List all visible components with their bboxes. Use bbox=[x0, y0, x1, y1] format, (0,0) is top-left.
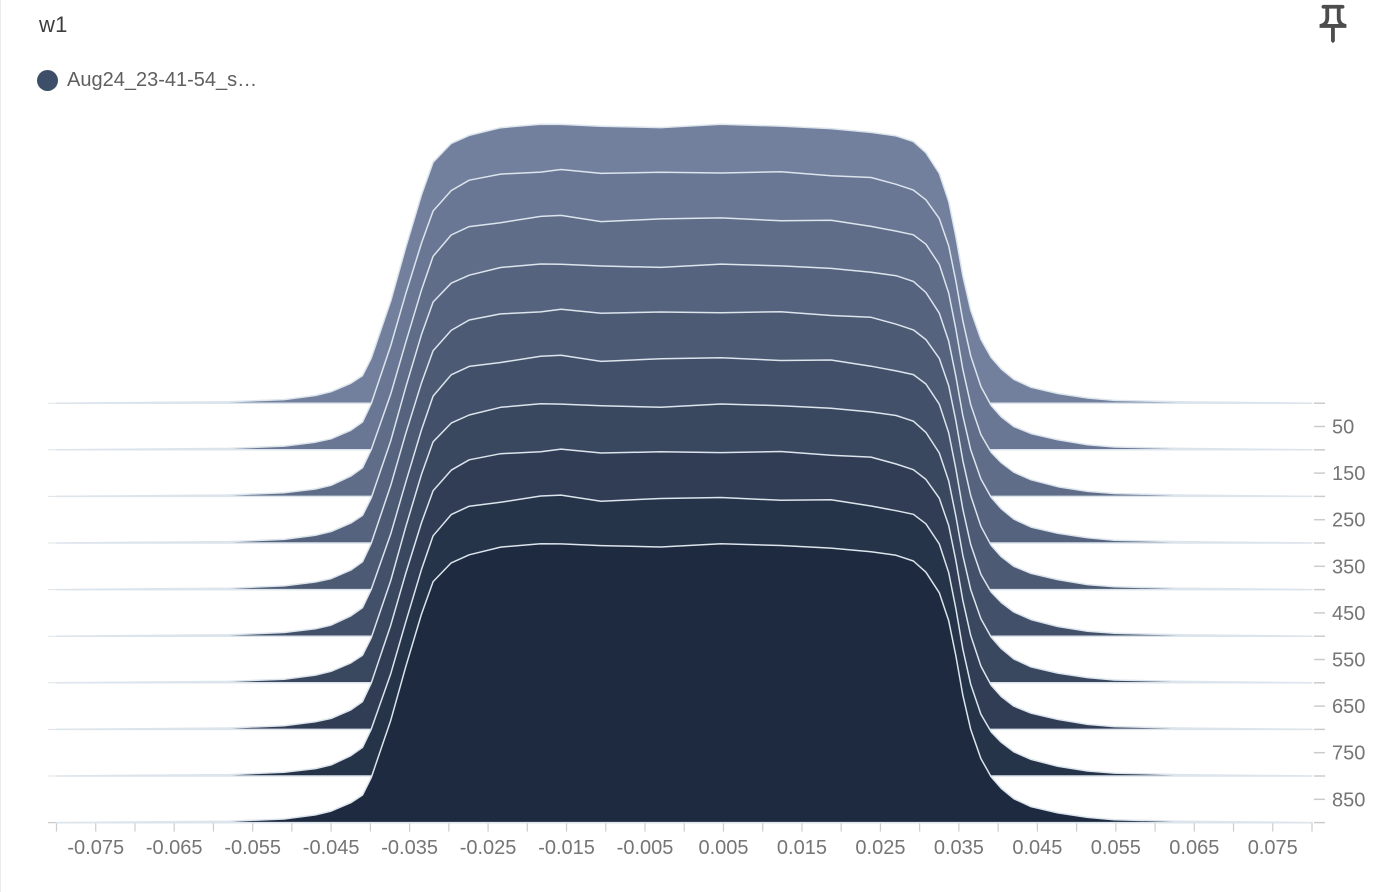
y-tick-label: 350 bbox=[1332, 556, 1365, 578]
legend-marker bbox=[37, 70, 58, 91]
y-tick-label: 550 bbox=[1332, 650, 1365, 672]
x-tick-label: 0.035 bbox=[934, 837, 984, 859]
legend-run-name: Aug24_23-41-54_s… bbox=[67, 69, 258, 91]
y-tick-label: 250 bbox=[1332, 510, 1365, 532]
x-tick-label: 0.075 bbox=[1248, 837, 1298, 859]
x-tick-label: 0.005 bbox=[698, 837, 748, 859]
x-tick-label: -0.005 bbox=[617, 837, 674, 859]
x-tick-label: -0.075 bbox=[67, 837, 124, 859]
x-tick-label: 0.055 bbox=[1091, 837, 1141, 859]
x-tick-label: -0.015 bbox=[538, 837, 595, 859]
x-tick-label: -0.055 bbox=[224, 837, 281, 859]
x-tick-label: -0.065 bbox=[146, 837, 203, 859]
histogram-layer[interactable] bbox=[55, 542, 1313, 824]
y-tick-label: 50 bbox=[1332, 417, 1354, 439]
x-tick-label: 0.015 bbox=[777, 837, 827, 859]
x-tick-label: -0.035 bbox=[381, 837, 438, 859]
legend: Aug24_23-41-54_s… bbox=[37, 69, 257, 92]
y-tick-label: 650 bbox=[1332, 696, 1365, 718]
pin-card-button[interactable] bbox=[1310, 0, 1356, 48]
y-tick-label: 450 bbox=[1332, 603, 1365, 625]
x-tick-label: -0.045 bbox=[303, 837, 360, 859]
x-tick-label: 0.045 bbox=[1012, 837, 1062, 859]
y-tick-label: 850 bbox=[1332, 789, 1365, 811]
push-pin-icon bbox=[1319, 4, 1347, 44]
y-tick-label: 150 bbox=[1332, 463, 1365, 485]
y-tick-label: 750 bbox=[1332, 743, 1365, 765]
card-title: w1 bbox=[39, 12, 68, 37]
x-tick-label: -0.025 bbox=[460, 837, 517, 859]
x-tick-label: 0.065 bbox=[1169, 837, 1219, 859]
x-tick-label: 0.025 bbox=[855, 837, 905, 859]
